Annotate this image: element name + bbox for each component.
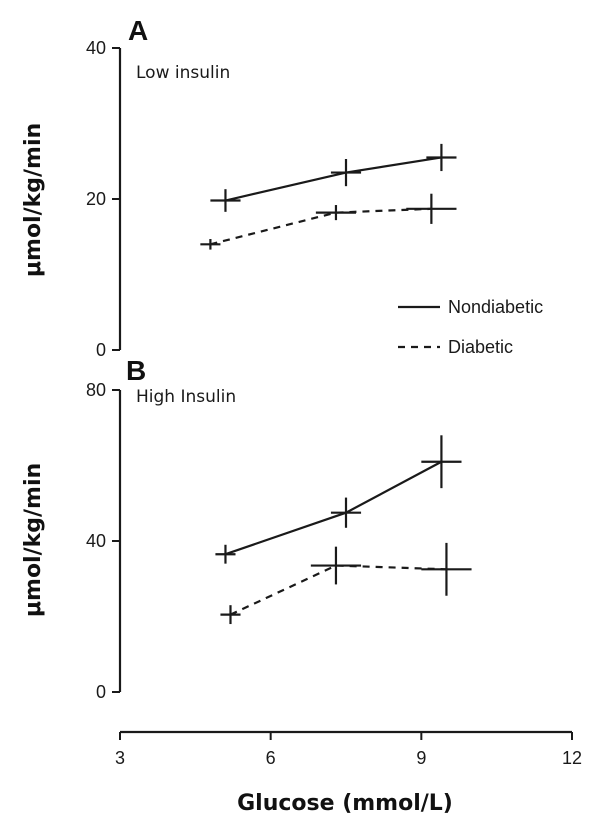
panel-a-y-tick-label: 0 — [96, 340, 106, 360]
panel-a-diabetic-line — [210, 207, 432, 246]
legend-diabetic-label: Diabetic — [448, 337, 513, 357]
panel-a-y-tick-label: 40 — [86, 38, 106, 58]
panel-b-letter: B — [126, 355, 146, 386]
panel-b-nondiabetic-line — [225, 460, 442, 556]
panel-a-y-axis-label: μmol/kg/min — [21, 123, 46, 277]
panel-b-y-axis-label: μmol/kg/min — [21, 463, 46, 617]
x-tick-label: 3 — [115, 748, 125, 768]
x-axis-label: Glucose (mmol/L) — [237, 791, 453, 816]
panel-b: B High Insulin μmol/kg/min — [21, 355, 236, 617]
x-tick-label: 12 — [562, 748, 582, 768]
panel-b-y-tick-label: 0 — [96, 682, 106, 702]
chart-marks: 0 20 40 0 40 80 3 6 9 12 — [86, 38, 582, 768]
panel-a-subtitle: Low insulin — [136, 63, 230, 83]
panel-b-y-tick-label: 80 — [86, 380, 106, 400]
panel-a: A Low insulin μmol/kg/min — [21, 15, 230, 277]
panel-a-letter: A — [128, 15, 148, 46]
panel-b-y-tick-label: 40 — [86, 531, 106, 551]
panel-b-diabetic-line — [230, 564, 447, 616]
panel-b-subtitle: High Insulin — [136, 387, 236, 407]
legend-nondiabetic-label: Nondiabetic — [448, 297, 543, 317]
x-tick-label: 9 — [416, 748, 426, 768]
x-tick-label: 6 — [266, 748, 276, 768]
legend: Nondiabetic Diabetic — [398, 297, 543, 357]
panel-a-nondiabetic-line — [225, 156, 442, 202]
panel-a-y-tick-label: 20 — [86, 189, 106, 209]
